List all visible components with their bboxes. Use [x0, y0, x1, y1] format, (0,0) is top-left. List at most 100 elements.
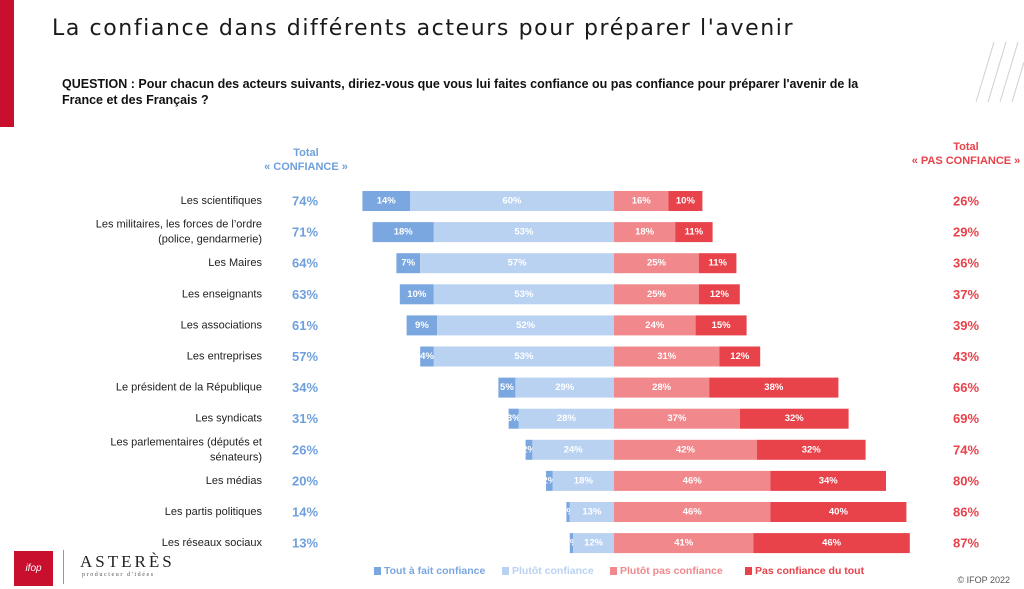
total-confiance-value: 20% — [292, 473, 318, 488]
data-label: 13% — [582, 507, 602, 518]
legend-swatch — [610, 567, 617, 575]
data-label: 46% — [683, 507, 703, 518]
data-label: 7% — [401, 258, 415, 269]
bar-pas-confiance-du-tout — [739, 408, 849, 429]
data-label: 32% — [802, 444, 822, 455]
data-label: 53% — [514, 227, 534, 238]
data-label: 29% — [555, 382, 575, 393]
data-label: 3% — [507, 413, 521, 424]
data-label: 18% — [635, 227, 655, 238]
legend-label: Plutôt pas confiance — [620, 565, 723, 577]
data-label: 53% — [514, 351, 534, 362]
total-confiance-value: 31% — [292, 411, 318, 426]
data-label: 60% — [502, 196, 522, 207]
data-label: 28% — [652, 382, 672, 393]
data-label: 37% — [667, 413, 687, 424]
bar-plutot-pas-confiance — [614, 533, 754, 554]
bar-plutot-pas-confiance — [614, 439, 757, 460]
total-confiance-value: 13% — [292, 536, 318, 551]
data-label: 12% — [730, 351, 750, 362]
category-label: Les partis politiques — [165, 506, 263, 518]
data-label: 18% — [574, 475, 594, 486]
bar-plutot-confiance — [433, 346, 614, 367]
data-label: 4% — [420, 351, 434, 362]
bar-pas-confiance-du-tout — [756, 439, 866, 460]
data-label: 53% — [514, 289, 534, 300]
total-pas-confiance-value: 80% — [953, 473, 979, 488]
bar-plutot-confiance — [515, 377, 614, 398]
bar-tout-a-fait-confiance — [508, 408, 519, 429]
bar-tout-a-fait-confiance — [420, 346, 434, 367]
ifop-logo: ifop — [14, 551, 53, 586]
category-label: Le président de la République — [116, 382, 262, 394]
bar-plutot-confiance — [433, 284, 614, 305]
bar-pas-confiance-du-tout — [699, 253, 737, 274]
total-confiance-value: 74% — [292, 194, 318, 209]
category-label: Les médias — [206, 475, 263, 487]
bar-plutot-confiance — [433, 222, 614, 243]
bar-pas-confiance-du-tout — [675, 222, 713, 243]
category-label: Les entreprises — [187, 351, 263, 363]
total-confiance-value: 71% — [292, 225, 318, 240]
bar-plutot-confiance — [573, 533, 614, 554]
legend-label: Tout à fait confiance — [384, 565, 485, 577]
data-label: 57% — [508, 258, 528, 269]
category-label: (police, gendarmerie) — [158, 234, 262, 246]
data-label: 24% — [645, 320, 665, 331]
bar-plutot-confiance — [420, 253, 614, 274]
total-pas-confiance-header-line1: Total — [953, 141, 979, 153]
legend-swatch — [374, 567, 381, 575]
data-label: 15% — [712, 320, 732, 331]
bar-tout-a-fait-confiance — [399, 284, 434, 305]
total-confiance-value: 26% — [292, 442, 318, 457]
question-text: QUESTION : Pour chacun des acteurs suiva… — [62, 77, 859, 107]
total-confiance-value: 14% — [292, 505, 318, 520]
data-label: 25% — [647, 258, 667, 269]
bar-plutot-pas-confiance — [614, 222, 676, 243]
total-pas-confiance-value: 86% — [953, 505, 979, 520]
bar-plutot-confiance — [518, 408, 614, 429]
bar-pas-confiance-du-tout — [753, 533, 910, 554]
data-label: 12% — [584, 538, 604, 549]
total-pas-confiance-value: 69% — [953, 411, 979, 426]
category-label: Les syndicats — [195, 413, 262, 425]
total-confiance-value: 61% — [292, 318, 318, 333]
data-label: 41% — [674, 538, 694, 549]
data-label: 18% — [394, 227, 414, 238]
data-label: 28% — [557, 413, 577, 424]
slide-title: La confiance dans différents acteurs pou… — [52, 16, 795, 41]
category-label: Les associations — [181, 319, 263, 331]
bar-plutot-pas-confiance — [614, 253, 699, 274]
data-label: 11% — [685, 227, 704, 238]
total-confiance-header-line2: « CONFIANCE » — [264, 161, 348, 173]
legend-swatch — [745, 567, 752, 575]
bar-pas-confiance-du-tout — [668, 191, 703, 211]
bar-plutot-pas-confiance — [614, 502, 771, 522]
total-confiance-value: 34% — [292, 380, 318, 395]
total-confiance-value: 63% — [292, 287, 318, 302]
total-pas-confiance-header-line2: « PAS CONFIANCE » — [911, 155, 1021, 167]
legend-swatch — [502, 567, 509, 575]
data-label: 14% — [377, 196, 397, 207]
data-label: 5% — [500, 382, 514, 393]
data-label: 32% — [785, 413, 805, 424]
bar-plutot-pas-confiance — [614, 377, 710, 398]
total-pas-confiance-value: 39% — [953, 318, 979, 333]
data-label: 12% — [710, 289, 730, 300]
data-label: 38% — [764, 382, 784, 393]
bar-plutot-confiance — [410, 191, 614, 211]
data-label: 46% — [683, 475, 703, 486]
category-label: Les parlementaires (députés et — [110, 436, 262, 448]
bar-tout-a-fait-confiance — [396, 253, 421, 274]
category-label: Les enseignants — [182, 288, 263, 300]
bar-tout-a-fait-confiance — [362, 191, 410, 211]
bar-pas-confiance-du-tout — [699, 284, 740, 305]
category-label: sénateurs) — [210, 451, 262, 463]
category-label: Les Maires — [208, 257, 262, 269]
data-label: 11% — [708, 258, 727, 269]
data-label: 31% — [657, 351, 677, 362]
bar-pas-confiance-du-tout — [695, 315, 747, 336]
bar-tout-a-fait-confiance — [406, 315, 438, 336]
total-confiance-value: 64% — [292, 256, 318, 271]
